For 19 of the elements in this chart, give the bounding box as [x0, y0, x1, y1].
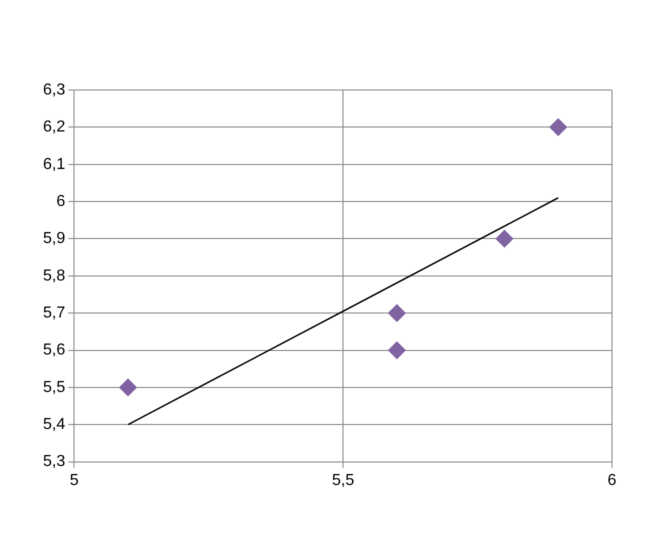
y-tick-label: 6: [56, 192, 66, 210]
y-tick-label: 5,3: [42, 453, 66, 470]
y-tick-label: 6,1: [42, 156, 66, 173]
point: [388, 304, 406, 322]
y-tick-label: 5,8: [42, 267, 66, 284]
y-tick-label: 5,7: [42, 304, 66, 322]
point: [388, 342, 406, 360]
x-tick-label: 6: [608, 472, 617, 489]
y-tick-label: 5,9: [42, 230, 66, 248]
point: [496, 230, 514, 248]
y-tick-label: 6,2: [42, 118, 66, 136]
x-tick-label: 5,5: [332, 472, 354, 489]
y-tick-label: 5,4: [42, 416, 66, 434]
y-tick-label: 5,6: [42, 342, 66, 359]
y-tick-label: 6,3: [42, 81, 66, 98]
y-tick-label: 5,5: [42, 378, 66, 396]
point: [119, 378, 137, 396]
point: [549, 118, 567, 136]
x-tick-label: 5: [70, 472, 79, 489]
